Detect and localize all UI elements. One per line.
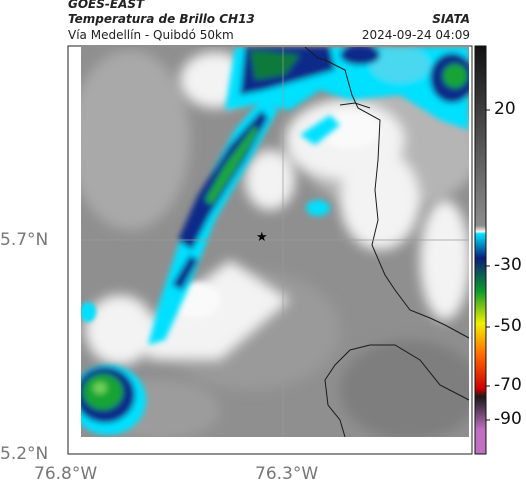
colorbar-tick-label: -50 <box>494 316 522 336</box>
star-icon: ★ <box>256 230 268 245</box>
colorbar-tick-label: -90 <box>494 409 522 429</box>
cloud-field <box>81 47 469 437</box>
colorbar-tick-label: -70 <box>494 375 522 395</box>
lat-tick-label: 5.2°N <box>0 444 49 464</box>
colorbar <box>474 45 490 455</box>
product-title: Temperatura de Brillo CH13 <box>68 12 255 26</box>
colorbar-gradient <box>474 45 487 455</box>
satellite-source: GOES-EAST <box>68 0 145 11</box>
region-subtitle: Vía Medellín - Quibdó 50km <box>68 28 234 42</box>
lat-tick-label: 5.7°N <box>0 230 49 250</box>
lon-tick-label: 76.3°W <box>255 464 319 484</box>
lon-tick-label: 76.8°W <box>34 464 98 484</box>
datetime-label: 2024-09-24 04:09 <box>361 28 470 42</box>
colorbar-tick-label: 20 <box>494 99 516 119</box>
border-lines <box>304 47 469 437</box>
colorbar-tick-label: -30 <box>494 255 522 275</box>
organization-label: SIATA <box>432 12 470 26</box>
